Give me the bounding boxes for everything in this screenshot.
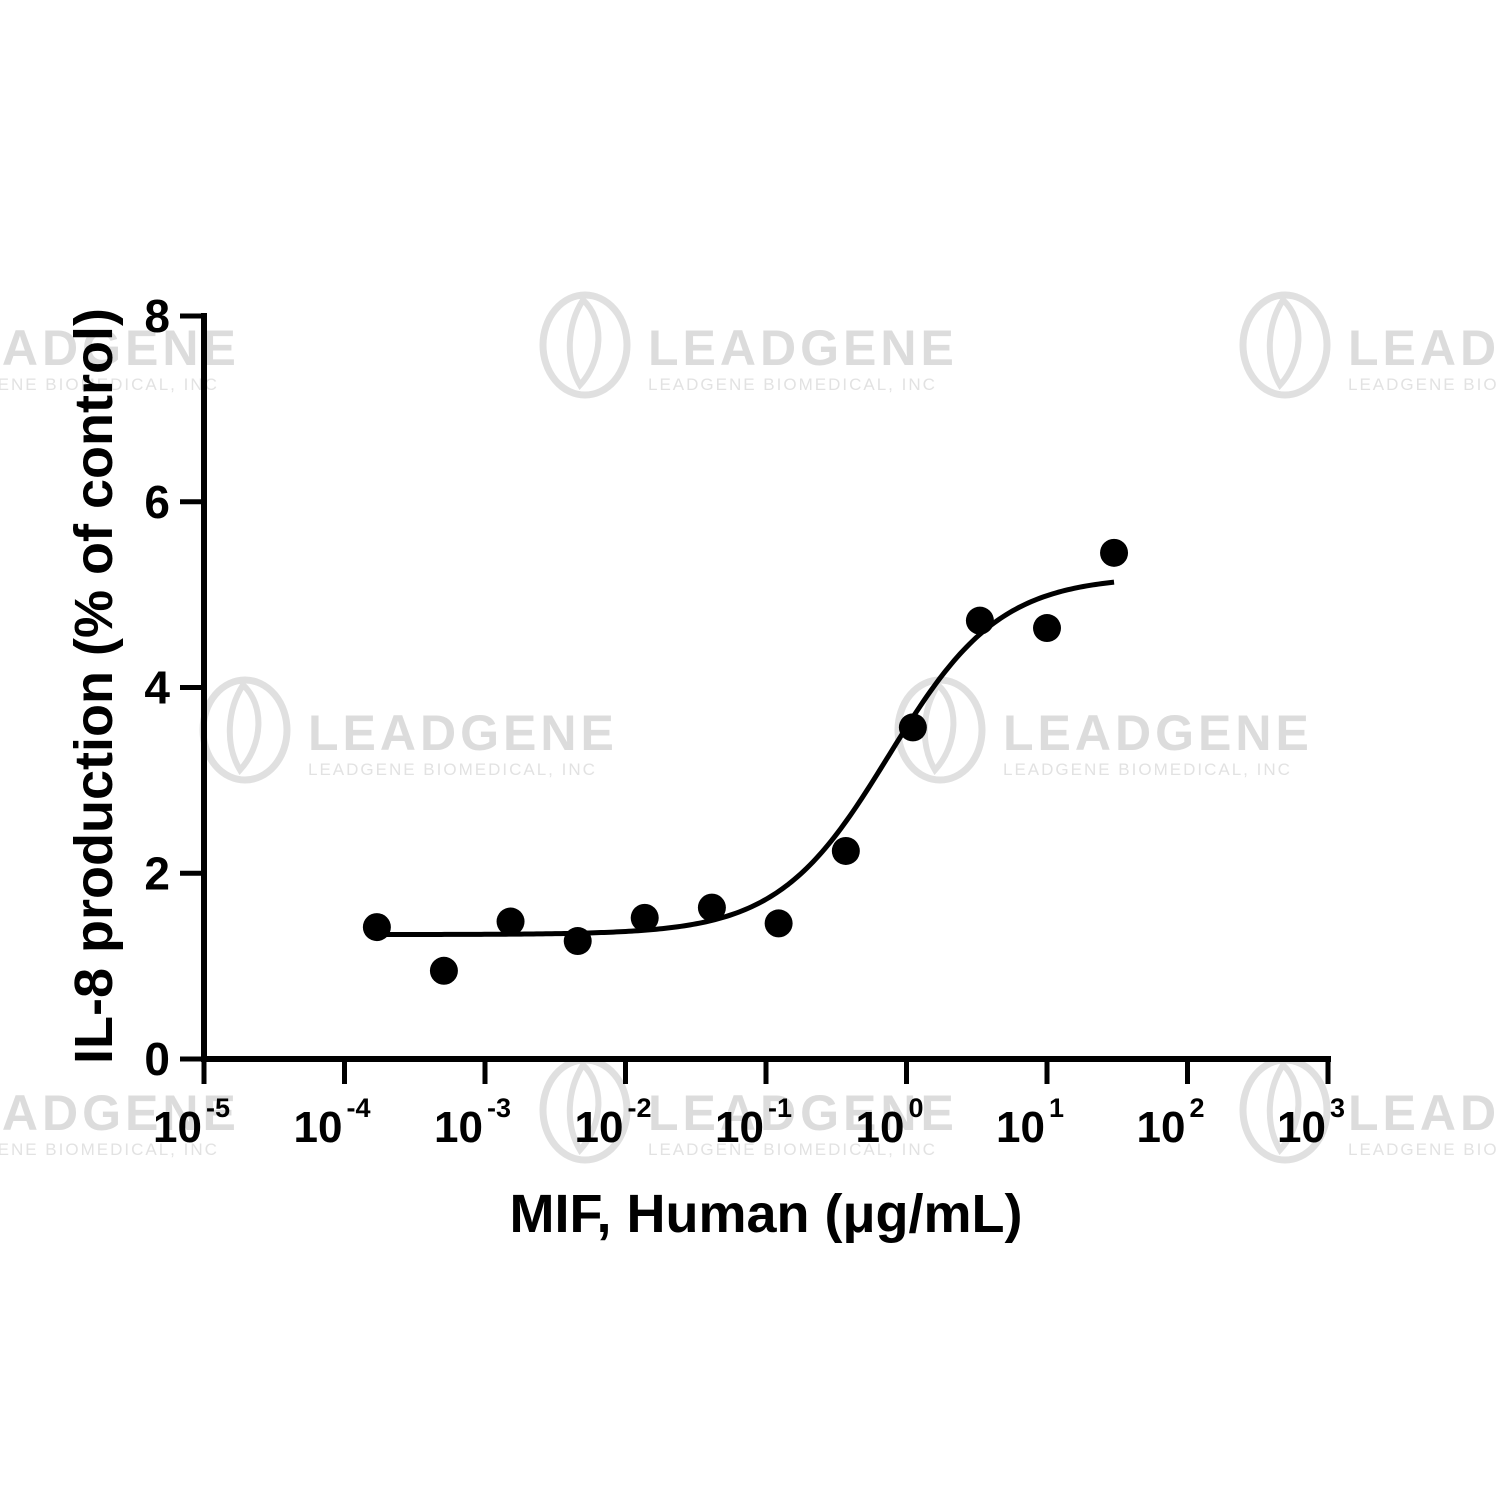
data-point xyxy=(831,836,860,865)
x-tick-base: 10 xyxy=(1277,1103,1326,1152)
watermark-bottom-right: LEADGENE LEADGENE BIOMEDICAL, INC xyxy=(1239,1056,1500,1164)
watermark-brand: LEADGENE xyxy=(648,1085,958,1141)
x-ticks: 10 -5 10 -4 10 -3 10 -2 10 -1 10 0 10 1 10 2 10 3 xyxy=(153,1059,1345,1152)
x-tick-label: 10 0 xyxy=(856,1093,924,1152)
watermark-brand: LEADGENE xyxy=(648,320,958,376)
data-point xyxy=(563,927,592,956)
watermark-subtext: LEADGENE BIOMEDICAL, INC xyxy=(1003,760,1292,779)
watermark-leaf-icon xyxy=(566,1060,602,1155)
x-tick-label: 10 2 xyxy=(1137,1093,1205,1152)
y-tick-label: 0 xyxy=(144,1033,170,1085)
data-point xyxy=(764,909,793,938)
x-tick-exponent: -5 xyxy=(206,1093,230,1123)
x-tick-exponent: 3 xyxy=(1330,1093,1345,1123)
plot-area xyxy=(362,538,1129,985)
x-axis-title: MIF, Human (μg/mL) xyxy=(510,1184,1023,1244)
x-tick-label: 10 1 xyxy=(996,1093,1064,1152)
data-point xyxy=(362,913,391,942)
y-tick-label: 4 xyxy=(144,662,170,714)
watermark-layer: LEADGENE LEADGENE BIOMEDICAL, INC LEADGE… xyxy=(0,291,1500,1164)
data-point xyxy=(1100,538,1129,567)
x-tick-label: 10 -5 xyxy=(153,1093,230,1152)
y-tick-label: 6 xyxy=(144,476,170,528)
y-axis-title: IL-8 production (% of control) xyxy=(64,308,124,1064)
watermark-brand: LEADGENE xyxy=(1348,1085,1500,1141)
watermark-logo-icon xyxy=(1239,291,1331,399)
watermark-subtext: LEADGENE BIOMEDICAL, INC xyxy=(648,375,937,394)
watermark-top-left: LEADGENE LEADGENE BIOMEDICAL, INC xyxy=(0,320,240,394)
x-tick-exponent: -3 xyxy=(487,1093,511,1123)
x-tick-exponent: -1 xyxy=(768,1093,792,1123)
x-tick-exponent: -4 xyxy=(347,1093,371,1123)
data-point xyxy=(965,606,994,635)
watermark-brand: LEADGENE xyxy=(0,320,240,376)
x-tick-base: 10 xyxy=(715,1103,764,1152)
x-tick-base: 10 xyxy=(575,1103,624,1152)
watermark-brand: LEADGENE xyxy=(1348,320,1500,376)
watermark-leaf-icon xyxy=(1266,1060,1302,1155)
x-tick-exponent: -2 xyxy=(628,1093,652,1123)
x-tick-base: 10 xyxy=(1137,1103,1186,1152)
data-point xyxy=(697,893,726,922)
watermark-brand: LEADGENE xyxy=(0,1085,240,1141)
watermark-bottom-left: LEADGENE LEADGENE BIOMEDICAL, INC xyxy=(0,1085,240,1159)
data-point xyxy=(496,907,525,936)
watermark-leaf-icon xyxy=(1266,295,1302,390)
x-tick-base: 10 xyxy=(434,1103,483,1152)
x-tick-base: 10 xyxy=(856,1103,905,1152)
watermark-subtext: LEADGENE BIOMEDICAL, INC xyxy=(308,760,597,779)
x-tick-label: 10 3 xyxy=(1277,1093,1345,1152)
watermark-leaf-icon xyxy=(226,680,262,775)
watermark-middle-right: LEADGENE LEADGENE BIOMEDICAL, INC xyxy=(894,676,1313,784)
y-tick-label: 8 xyxy=(144,290,170,342)
watermark-top-right: LEADGENE LEADGENE BIOMEDICAL, INC xyxy=(1239,291,1500,399)
watermark-brand: LEADGENE xyxy=(1003,705,1313,761)
data-point xyxy=(630,903,659,932)
x-tick-base: 10 xyxy=(294,1103,343,1152)
watermark-subtext: LEADGENE BIOMEDICAL, INC xyxy=(0,375,219,394)
watermark-leaf-icon xyxy=(921,680,957,775)
watermark-subtext: LEADGENE BIOMEDICAL, INC xyxy=(0,1140,219,1159)
x-tick-base: 10 xyxy=(996,1103,1045,1152)
data-point xyxy=(898,713,927,742)
y-tick-label: 2 xyxy=(144,847,170,899)
x-tick-base: 10 xyxy=(153,1103,202,1152)
x-tick-label: 10 -4 xyxy=(294,1093,371,1152)
watermark-leaf-icon xyxy=(566,295,602,390)
watermark-subtext: LEADGENE BIOMEDICAL, INC xyxy=(1348,375,1500,394)
watermark-middle-left: LEADGENE LEADGENE BIOMEDICAL, INC xyxy=(199,676,618,784)
data-point xyxy=(1033,614,1061,643)
x-tick-exponent: 1 xyxy=(1049,1093,1064,1123)
watermark-subtext: LEADGENE BIOMEDICAL, INC xyxy=(1348,1140,1500,1159)
x-tick-label: 10 -1 xyxy=(715,1093,792,1152)
watermark-subtext: LEADGENE BIOMEDICAL, INC xyxy=(648,1140,937,1159)
x-tick-exponent: 2 xyxy=(1190,1093,1205,1123)
watermark-top-center: LEADGENE LEADGENE BIOMEDICAL, INC xyxy=(539,291,958,399)
y-ticks: 0 2 4 6 8 xyxy=(144,290,204,1085)
data-point xyxy=(429,956,458,985)
x-tick-label: 10 -2 xyxy=(575,1093,652,1152)
x-tick-exponent: 0 xyxy=(909,1093,924,1123)
x-tick-label: 10 -3 xyxy=(434,1093,511,1152)
watermark-brand: LEADGENE xyxy=(308,705,618,761)
watermark-logo-icon xyxy=(539,291,631,399)
